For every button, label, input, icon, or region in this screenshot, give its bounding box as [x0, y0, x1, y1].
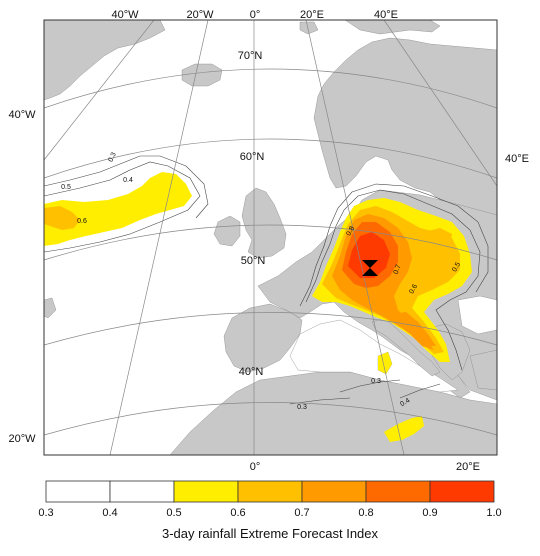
lat-label-50n: 50°N — [241, 255, 266, 267]
bottom-label-20e: 20°E — [456, 461, 480, 473]
land-turkey — [469, 349, 497, 391]
land-britain — [241, 187, 287, 259]
right-label-40e: 40°E — [505, 153, 529, 165]
lat-label-60n: 60°N — [240, 151, 265, 163]
colorbar-swatch — [365, 480, 431, 503]
hourglass-marker — [362, 260, 378, 276]
top-label-20e: 20°E — [300, 9, 324, 21]
contour-label: 0.6 — [77, 218, 87, 225]
land-iceland — [181, 63, 223, 87]
colorbar-tick-label: 0.5 — [166, 507, 181, 519]
colorbar-swatch — [429, 480, 495, 503]
land-ireland — [213, 215, 241, 247]
left-label-20w: 20°W — [8, 433, 36, 445]
graticule — [44, 20, 497, 455]
top-label-40w: 40°W — [111, 9, 139, 21]
colorbar-swatch — [301, 480, 367, 503]
lat-label-70n: 70°N — [238, 50, 263, 62]
efi-region-corsica-05 — [378, 352, 392, 374]
colorbar-title: 3-day rainfall Extreme Forecast Index — [162, 526, 379, 541]
colorbar-tick-label: 1.0 — [486, 507, 501, 519]
bottom-label-0: 0° — [250, 461, 261, 473]
efi-region-eastern-06 — [424, 228, 452, 248]
lat-label-40n: 40°N — [239, 366, 264, 378]
map-frame — [43, 19, 498, 456]
land-svalbard — [299, 21, 319, 35]
top-label-20w: 20°W — [186, 9, 214, 21]
colorbar-swatch — [45, 480, 111, 503]
colorbar-swatch — [173, 480, 239, 503]
contour-label: 0.5 — [451, 261, 462, 273]
contour-label: 0.3 — [297, 404, 307, 411]
top-label-40e: 40°E — [374, 9, 398, 21]
sea-mediterranean — [289, 319, 459, 393]
contour-label: 0.4 — [399, 397, 411, 408]
land-scandinavia — [313, 37, 497, 221]
land-newfoundland — [44, 297, 57, 319]
top-label-0: 0° — [250, 9, 261, 21]
sea-black — [457, 295, 497, 335]
efi-region-adriatic-07 — [392, 312, 436, 346]
contour-label: 0.3 — [107, 151, 118, 163]
left-label-40w: 40°W — [8, 109, 36, 121]
land-arctic — [344, 20, 441, 35]
contour-lines — [44, 155, 489, 405]
colorbar-tick-label: 0.4 — [102, 507, 117, 519]
colorbar-tick-label: 0.6 — [230, 507, 245, 519]
efi-region-atlantic-06 — [44, 206, 80, 230]
contour-label: 0.8 — [345, 225, 356, 237]
contour-label: 0.7 — [393, 264, 403, 276]
colorbar-swatch — [237, 480, 303, 503]
contour-label: 0.4 — [123, 177, 133, 184]
colorbar-tick-label: 0.9 — [422, 507, 437, 519]
contour-label: 0.6 — [408, 283, 419, 295]
colorbar: 0.3 0.4 0.5 0.6 0.7 0.8 0.9 1.0 — [38, 480, 502, 519]
contour-label: 0.3 — [371, 378, 381, 385]
colorbar-swatch — [109, 480, 175, 503]
land-iberia — [223, 303, 303, 373]
colorbar-tick-label: 0.7 — [294, 507, 309, 519]
land-italy — [371, 317, 441, 377]
colorbar-tick-label: 0.3 — [38, 507, 53, 519]
efi-region-africa-05 — [384, 416, 424, 442]
contour-label: 0.5 — [61, 184, 71, 191]
efi-region-europe-09 — [348, 232, 390, 278]
land-greenland — [44, 20, 166, 101]
colorbar-tick-label: 0.8 — [358, 507, 373, 519]
efi-region-atlantic-05 — [44, 172, 192, 246]
